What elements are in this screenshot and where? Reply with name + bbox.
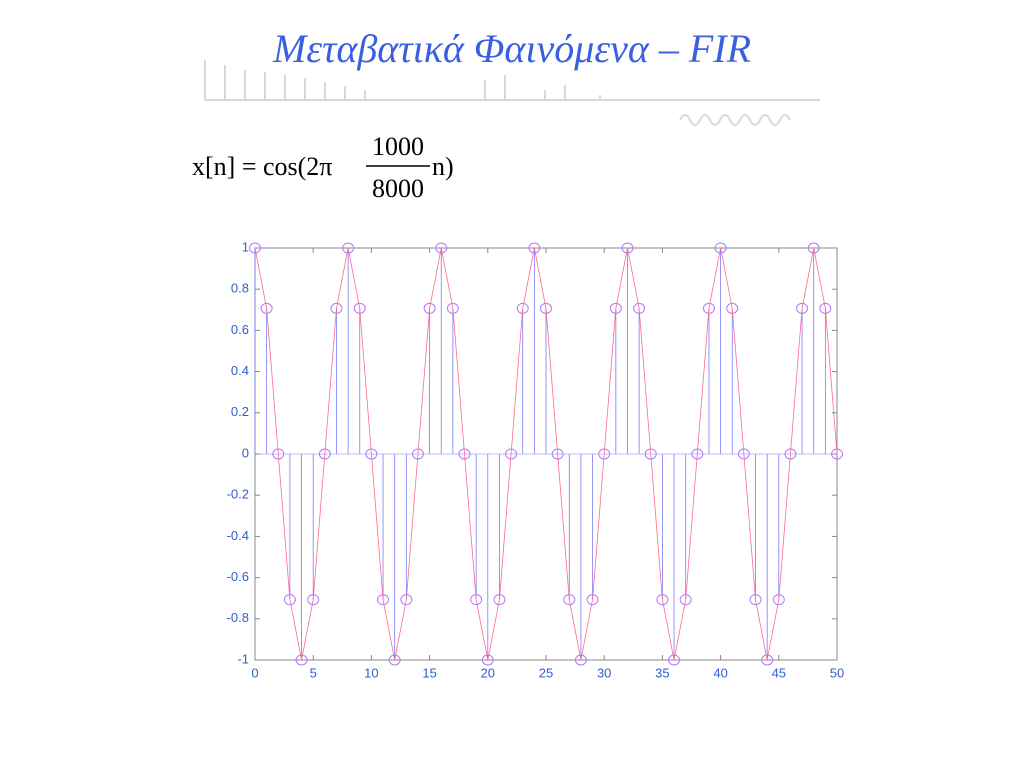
- marker: [272, 448, 285, 460]
- marker: [295, 654, 308, 666]
- marker: [493, 594, 506, 606]
- marker: [365, 448, 378, 460]
- y-tick-label: 0.8: [231, 281, 249, 296]
- y-tick-label: -1: [237, 651, 249, 666]
- y-tick-label: 0: [242, 445, 249, 460]
- x-tick-label: 30: [597, 665, 611, 680]
- marker: [633, 302, 646, 314]
- marker: [609, 302, 622, 314]
- numerator: 1000: [372, 132, 424, 161]
- formula-right: n): [432, 152, 454, 181]
- y-tick-label: -0.2: [227, 487, 249, 502]
- marker: [505, 448, 518, 460]
- marker: [644, 448, 657, 460]
- marker: [423, 302, 436, 314]
- marker: [702, 302, 715, 314]
- marker: [307, 594, 320, 606]
- marker: [714, 242, 727, 254]
- y-tick-label: 0.6: [231, 322, 249, 337]
- marker: [481, 654, 494, 666]
- marker: [679, 594, 692, 606]
- marker: [435, 242, 448, 254]
- marker: [260, 302, 273, 314]
- marker: [563, 594, 576, 606]
- decoration: [204, 60, 820, 126]
- marker: [388, 654, 401, 666]
- marker: [551, 448, 564, 460]
- marker: [831, 448, 843, 460]
- marker: [819, 302, 832, 314]
- x-tick-label: 35: [655, 665, 669, 680]
- marker: [400, 594, 413, 606]
- x-tick-label: 40: [713, 665, 727, 680]
- marker: [318, 448, 331, 460]
- marker: [586, 594, 599, 606]
- y-tick-label: 0.4: [231, 363, 249, 378]
- marker: [283, 594, 296, 606]
- x-tick-label: 5: [310, 665, 317, 680]
- marker: [598, 448, 611, 460]
- marker: [796, 302, 809, 314]
- y-tick-label: 0.2: [231, 404, 249, 419]
- formula: x[n] = cos(2π 1000 8000 n): [192, 132, 454, 203]
- marker: [726, 302, 739, 314]
- y-tick-label: -0.8: [227, 610, 249, 625]
- title: Μεταβατικά Φαινόμενα – FIR: [272, 26, 751, 71]
- marker: [621, 242, 634, 254]
- marker: [784, 448, 797, 460]
- marker: [528, 242, 541, 254]
- marker: [574, 654, 587, 666]
- y-tick-label: -0.6: [227, 569, 249, 584]
- marker: [737, 448, 750, 460]
- signal-line: [254, 247, 838, 661]
- x-tick-label: 25: [539, 665, 553, 680]
- marker: [656, 594, 669, 606]
- marker: [749, 594, 762, 606]
- x-tick-label: 10: [364, 665, 378, 680]
- marker: [411, 448, 424, 460]
- x-tick-label: 45: [772, 665, 786, 680]
- marker: [668, 654, 681, 666]
- marker: [772, 594, 785, 606]
- marker: [458, 448, 471, 460]
- marker: [249, 242, 261, 254]
- x-tick-label: 0: [251, 665, 258, 680]
- x-tick-label: 50: [830, 665, 844, 680]
- marker: [516, 302, 529, 314]
- marker: [446, 302, 459, 314]
- formula-left: x[n] = cos(2π: [192, 152, 332, 181]
- marker: [342, 242, 355, 254]
- marker: [540, 302, 552, 314]
- x-tick-label: 15: [422, 665, 436, 680]
- marker: [330, 302, 343, 314]
- marker: [470, 594, 483, 606]
- x-tick-label: 20: [481, 665, 495, 680]
- y-tick-label: 1: [242, 239, 249, 254]
- plot: -1-0.8-0.6-0.4-0.200.20.40.60.810 5 10 15 20…: [227, 239, 845, 680]
- marker: [691, 448, 704, 460]
- marker: [353, 302, 366, 314]
- marker: [377, 594, 390, 606]
- marker: [807, 242, 820, 254]
- denominator: 8000: [372, 174, 424, 203]
- y-tick-label: -0.4: [227, 528, 249, 543]
- marker: [761, 654, 774, 666]
